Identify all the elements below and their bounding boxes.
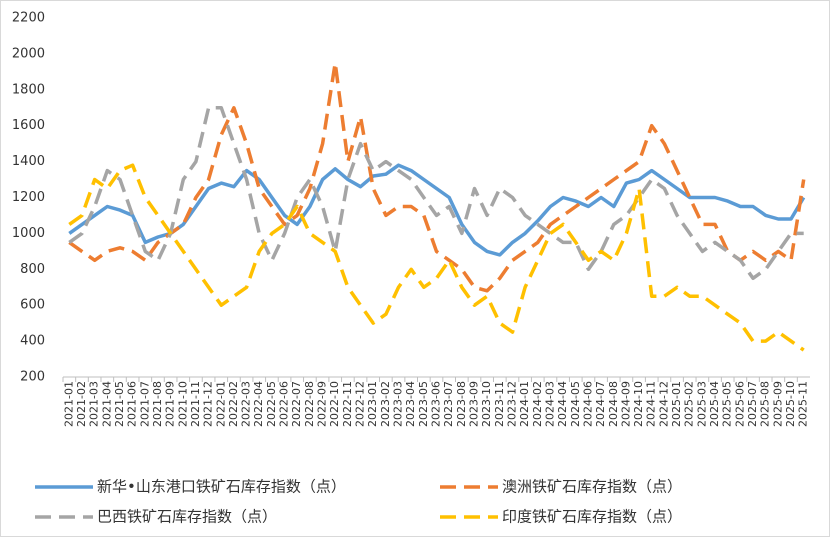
x-tick-label: 2022-01: [214, 381, 227, 427]
x-tick-label: 2025-09: [771, 381, 784, 427]
y-tick-label: 200: [20, 370, 45, 385]
y-tick-label: 400: [20, 334, 45, 349]
series-line: [68, 163, 806, 257]
x-tick-label: 2025-06: [733, 381, 746, 427]
x-tick-label: 2024-02: [531, 381, 544, 427]
x-tick-label: 2025-04: [708, 381, 721, 427]
x-tick-label: 2021-08: [151, 381, 164, 427]
y-tick-label: 1400: [12, 154, 45, 169]
x-tick-label: 2024-06: [581, 381, 594, 427]
x-tick-label: 2022-06: [278, 381, 291, 427]
x-tick-label: 2022-04: [252, 381, 265, 427]
y-tick-label: 1800: [12, 82, 45, 97]
x-tick-label: 2022-09: [316, 381, 329, 427]
x-tick-label: 2021-12: [202, 381, 215, 427]
x-tick-label: 2021-11: [189, 381, 202, 427]
x-tick-label: 2024-05: [569, 381, 582, 427]
x-tick-label: 2021-03: [88, 381, 101, 427]
x-tick-label: 2022-05: [265, 381, 278, 427]
x-tick-label: 2024-09: [619, 381, 632, 427]
x-tick-label: 2025-07: [746, 381, 759, 427]
x-tick-label: 2023-07: [442, 381, 455, 427]
x-tick-label: 2025-02: [683, 381, 696, 427]
x-tick-label: 2022-10: [328, 381, 341, 427]
x-tick-label: 2023-08: [455, 381, 468, 427]
y-tick-label: 1600: [12, 118, 45, 133]
x-tick-label: 2023-02: [379, 381, 392, 427]
series-line: [68, 163, 805, 352]
y-tick-label: 1200: [12, 190, 45, 205]
x-tick-label: 2025-05: [721, 381, 734, 427]
y-tick-label: 1000: [12, 226, 45, 241]
x-tick-label: 2022-07: [290, 381, 303, 427]
x-tick-label: 2022-03: [240, 381, 253, 427]
x-tick-label: 2023-03: [392, 381, 405, 427]
x-tick-label: 2021-01: [62, 381, 75, 427]
legend-label: 巴西铁矿石库存指数（点）: [97, 508, 277, 526]
x-tick-label: 2023-06: [430, 381, 443, 427]
x-tick-label: 2022-11: [341, 381, 354, 427]
x-tick-label: 2025-01: [670, 381, 683, 427]
x-tick-label: 2024-10: [632, 381, 645, 427]
y-tick-label: 600: [20, 298, 45, 313]
x-tick-label: 2022-08: [303, 381, 316, 427]
x-tick-label: 2023-12: [505, 381, 518, 427]
x-tick-label: 2023-09: [467, 381, 480, 427]
x-tick-label: 2021-02: [75, 381, 88, 427]
x-tick-label: 2021-10: [176, 381, 189, 427]
x-tick-label: 2021-07: [138, 381, 151, 427]
x-tick-label: 2021-04: [100, 381, 113, 427]
x-tick-label: 2025-10: [784, 381, 797, 427]
x-tick-label: 2022-12: [354, 381, 367, 427]
series-line: [68, 61, 806, 293]
x-tick-label: 2023-01: [366, 381, 379, 427]
legend-label: 印度铁矿石库存指数（点）: [502, 508, 682, 526]
x-tick-label: 2021-09: [164, 381, 177, 427]
x-tick-label: 2024-07: [594, 381, 607, 427]
y-tick-label: 2000: [12, 46, 45, 61]
x-tick-label: 2021-06: [126, 381, 139, 427]
legend-label: 新华•山东港口铁矿石库存指数（点）: [97, 478, 346, 496]
y-tick-label: 2200: [12, 11, 45, 26]
x-tick-label: 2023-11: [493, 381, 506, 427]
x-tick-label: 2024-03: [543, 381, 556, 427]
x-tick-label: 2022-02: [227, 381, 240, 427]
x-tick-label: 2025-08: [759, 381, 772, 427]
x-tick-label: 2025-11: [797, 381, 810, 427]
y-tick-label: 800: [20, 262, 45, 277]
x-tick-label: 2024-11: [645, 381, 658, 427]
x-tick-label: 2024-12: [657, 381, 670, 427]
series-line: [68, 106, 804, 281]
x-tick-label: 2023-10: [480, 381, 493, 427]
x-tick-label: 2021-05: [113, 381, 126, 427]
x-tick-label: 2024-08: [607, 381, 620, 427]
x-tick-label: 2024-04: [556, 381, 569, 427]
x-tick-label: 2024-01: [518, 381, 531, 427]
x-tick-label: 2023-05: [417, 381, 430, 427]
x-tick-label: 2025-03: [695, 381, 708, 427]
legend-label: 澳洲铁矿石库存指数（点）: [502, 478, 682, 496]
x-tick-label: 2023-04: [404, 381, 417, 427]
